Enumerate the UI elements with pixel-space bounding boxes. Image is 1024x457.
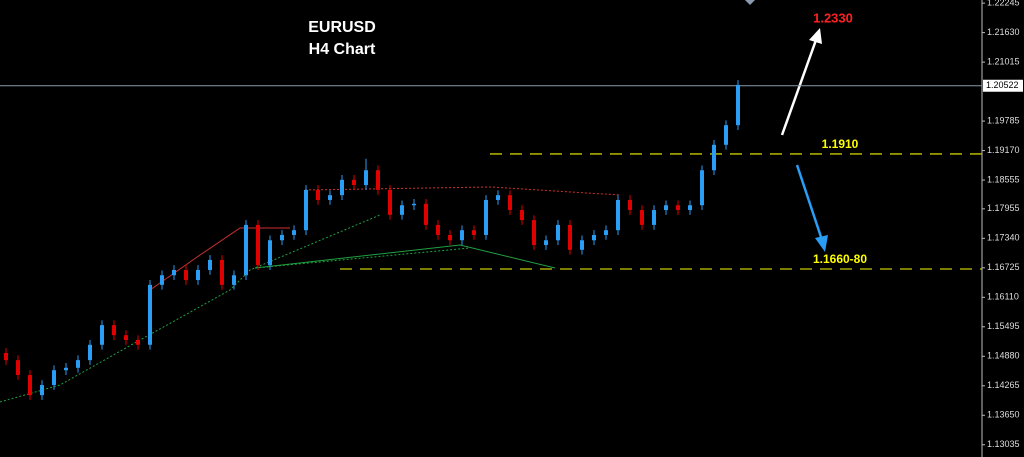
- y-tick-label: 1.21015: [987, 56, 1020, 66]
- candle-body: [544, 240, 548, 246]
- candle-body: [28, 374, 32, 396]
- y-tick-label: 1.18555: [987, 174, 1020, 184]
- candle-body: [340, 179, 344, 196]
- candle-body: [232, 275, 236, 285]
- candle-body: [376, 170, 380, 190]
- candle-body: [52, 370, 56, 386]
- y-tick-label: 1.19785: [987, 115, 1020, 125]
- candle-body: [256, 224, 260, 266]
- candle-body: [160, 275, 164, 285]
- candle-body: [628, 199, 632, 211]
- candle-body: [568, 224, 572, 250]
- y-tick-label: 1.16725: [987, 262, 1020, 272]
- up-arrow: [780, 39, 818, 136]
- candle-body: [592, 234, 596, 241]
- candle-body: [484, 199, 488, 235]
- candle-body: [496, 195, 500, 200]
- candle-body: [700, 170, 704, 206]
- candle-body: [88, 344, 92, 361]
- y-tick-label: 1.21630: [987, 27, 1020, 37]
- candle-body: [508, 195, 512, 211]
- y-tick-label: 1.16110: [987, 292, 1019, 302]
- shift-marker: [745, 0, 755, 5]
- candle-body: [664, 205, 668, 211]
- candle-body: [688, 205, 692, 211]
- candle-body: [676, 205, 680, 211]
- candle-body: [4, 352, 8, 361]
- candle-body: [580, 240, 584, 250]
- candle-body: [316, 189, 320, 200]
- candle-body: [304, 189, 308, 231]
- candle-body: [40, 385, 44, 396]
- arrows: [780, 28, 828, 252]
- candle-body: [520, 210, 524, 221]
- y-tick-label: 1.13035: [987, 439, 1020, 449]
- target-label: 1.2330: [813, 10, 853, 25]
- chart-subtitle: H4 Chart: [309, 41, 376, 58]
- candle-body: [472, 230, 476, 235]
- candle-body: [712, 144, 716, 171]
- candle-body: [400, 205, 404, 215]
- candle-body: [280, 234, 284, 241]
- candle-body: [124, 335, 128, 340]
- candle-body: [64, 367, 68, 371]
- candle-body: [388, 189, 392, 215]
- candle-body: [424, 203, 428, 225]
- candle-body: [412, 203, 416, 206]
- candle-body: [460, 230, 464, 241]
- y-tick-label: 1.17955: [987, 203, 1020, 213]
- y-tick-label: 1.19170: [987, 145, 1020, 155]
- candle-body: [112, 325, 116, 336]
- down-arrow-head: [815, 235, 828, 252]
- up-arrow-head: [809, 28, 822, 44]
- y-tick-label: 1.13650: [987, 410, 1020, 420]
- candle-body: [736, 84, 740, 126]
- candle-body: [532, 220, 536, 246]
- trend-line: [254, 244, 556, 269]
- price-label-box: [983, 79, 1023, 92]
- candle-body: [208, 259, 212, 270]
- down-arrow: [795, 164, 824, 241]
- candle-body: [100, 325, 104, 345]
- candle-body: [448, 234, 452, 241]
- candle-body: [436, 224, 440, 235]
- candle-body: [184, 269, 188, 281]
- candle-body: [76, 360, 80, 368]
- candle-body: [724, 125, 728, 145]
- candle-body: [292, 230, 296, 235]
- trend-line: [304, 186, 621, 196]
- candle-body: [16, 360, 20, 375]
- y-tick-label: 1.17340: [987, 233, 1020, 243]
- y-tick-label: 1.14265: [987, 380, 1020, 390]
- candle-body: [652, 210, 656, 225]
- candle-body: [244, 224, 248, 276]
- level-label: 1.1660-80: [813, 252, 867, 266]
- candle-body: [136, 339, 140, 345]
- candle-body: [196, 269, 200, 281]
- candle-body: [556, 224, 560, 241]
- candle-body: [328, 195, 332, 200]
- candle-body: [364, 170, 368, 186]
- candle-body: [268, 240, 272, 266]
- candle-body: [172, 269, 176, 276]
- y-tick-label: 1.15495: [987, 321, 1020, 331]
- candle-body: [220, 259, 224, 285]
- level-label: 1.1910: [822, 137, 859, 151]
- price-label: 1.20522: [986, 80, 1019, 90]
- chart-title: EURUSD: [308, 19, 376, 36]
- candle-body: [616, 199, 620, 231]
- candle-body: [148, 284, 152, 345]
- candle-body: [604, 230, 608, 235]
- y-tick-label: 1.14880: [987, 351, 1020, 361]
- y-tick-label: 1.22245: [987, 0, 1020, 7]
- candle-body: [352, 179, 356, 186]
- candle-body: [640, 210, 644, 225]
